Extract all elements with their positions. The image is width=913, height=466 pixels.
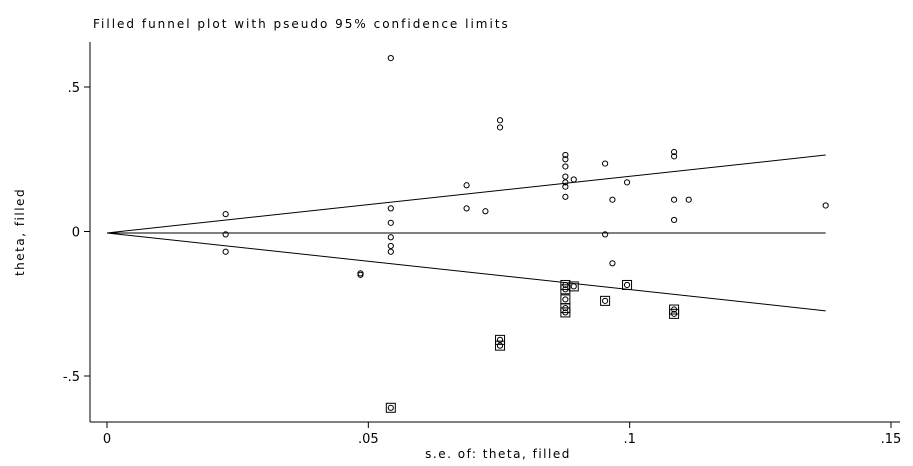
lower-confidence-limit — [106, 232, 826, 312]
study-point — [670, 216, 678, 224]
filled-study-point — [562, 309, 569, 316]
y-ticks: .5 0 -.5 — [63, 81, 90, 385]
study-point — [562, 173, 569, 180]
filled-study-square — [495, 334, 506, 345]
study-point — [387, 234, 394, 241]
study-point — [562, 193, 569, 200]
study-point — [670, 153, 678, 160]
filled-study-square — [495, 340, 506, 351]
study-point — [562, 156, 569, 163]
x-ticks: 0 .05 .1 .15 — [103, 422, 901, 447]
filled-study-point — [562, 296, 569, 303]
filled-study-point — [623, 281, 631, 289]
study-point — [222, 211, 229, 218]
study-point — [463, 205, 470, 212]
study-point — [822, 202, 829, 209]
x-tick-label: .1 — [623, 432, 635, 447]
plot-frame — [89, 42, 900, 423]
study-point — [670, 148, 678, 156]
study-point — [222, 231, 229, 238]
study-point — [685, 196, 692, 203]
study-point — [623, 179, 631, 186]
filled-study-point — [602, 297, 609, 304]
x-tick-label: 0 — [103, 432, 111, 447]
x-tick-label: .05 — [358, 432, 379, 447]
study-point — [570, 176, 577, 183]
study-point — [482, 208, 489, 215]
filled-study-square — [568, 281, 579, 292]
x-axis-label: s.e. of: theta, filled — [425, 447, 571, 461]
filled-study-point — [496, 342, 504, 349]
study-point — [562, 179, 569, 186]
y-tick-label: 0 — [72, 226, 80, 241]
filled-study-point — [496, 336, 504, 343]
filled-study-point — [387, 404, 394, 411]
study-point — [222, 248, 229, 255]
study-point — [562, 163, 569, 170]
y-tick-label: -.5 — [63, 370, 80, 385]
study-point — [562, 151, 569, 159]
study-point — [609, 196, 616, 203]
study-point — [463, 182, 470, 189]
study-point — [496, 117, 504, 124]
funnel-lines — [106, 154, 826, 312]
filled-study-point — [670, 310, 678, 317]
study-point — [496, 124, 504, 131]
filled-study-square — [600, 295, 611, 306]
filled-study-square — [622, 279, 633, 290]
study-point — [387, 242, 394, 250]
filled-study-point — [570, 283, 577, 290]
data-points — [222, 55, 829, 413]
study-point — [387, 219, 394, 226]
filled-study-point — [562, 286, 569, 293]
y-tick-label: .5 — [68, 81, 80, 96]
study-point — [387, 55, 394, 62]
filled-study-square — [560, 284, 571, 295]
filled-study-square — [385, 402, 396, 413]
x-tick-label: .15 — [881, 432, 902, 447]
study-point — [357, 271, 364, 278]
study-point — [387, 248, 394, 255]
study-point — [602, 231, 609, 238]
study-point — [609, 260, 616, 267]
study-point — [602, 160, 609, 167]
study-point — [387, 205, 394, 212]
upper-confidence-limit — [106, 154, 826, 234]
study-point — [670, 196, 678, 203]
y-axis-label: theta, filled — [13, 188, 27, 276]
filled-study-square — [560, 294, 571, 305]
study-point — [562, 183, 569, 190]
chart-title: Filled funnel plot with pseudo 95% confi… — [93, 17, 510, 31]
filled-study-square — [669, 308, 680, 319]
filled-study-square — [560, 307, 571, 318]
